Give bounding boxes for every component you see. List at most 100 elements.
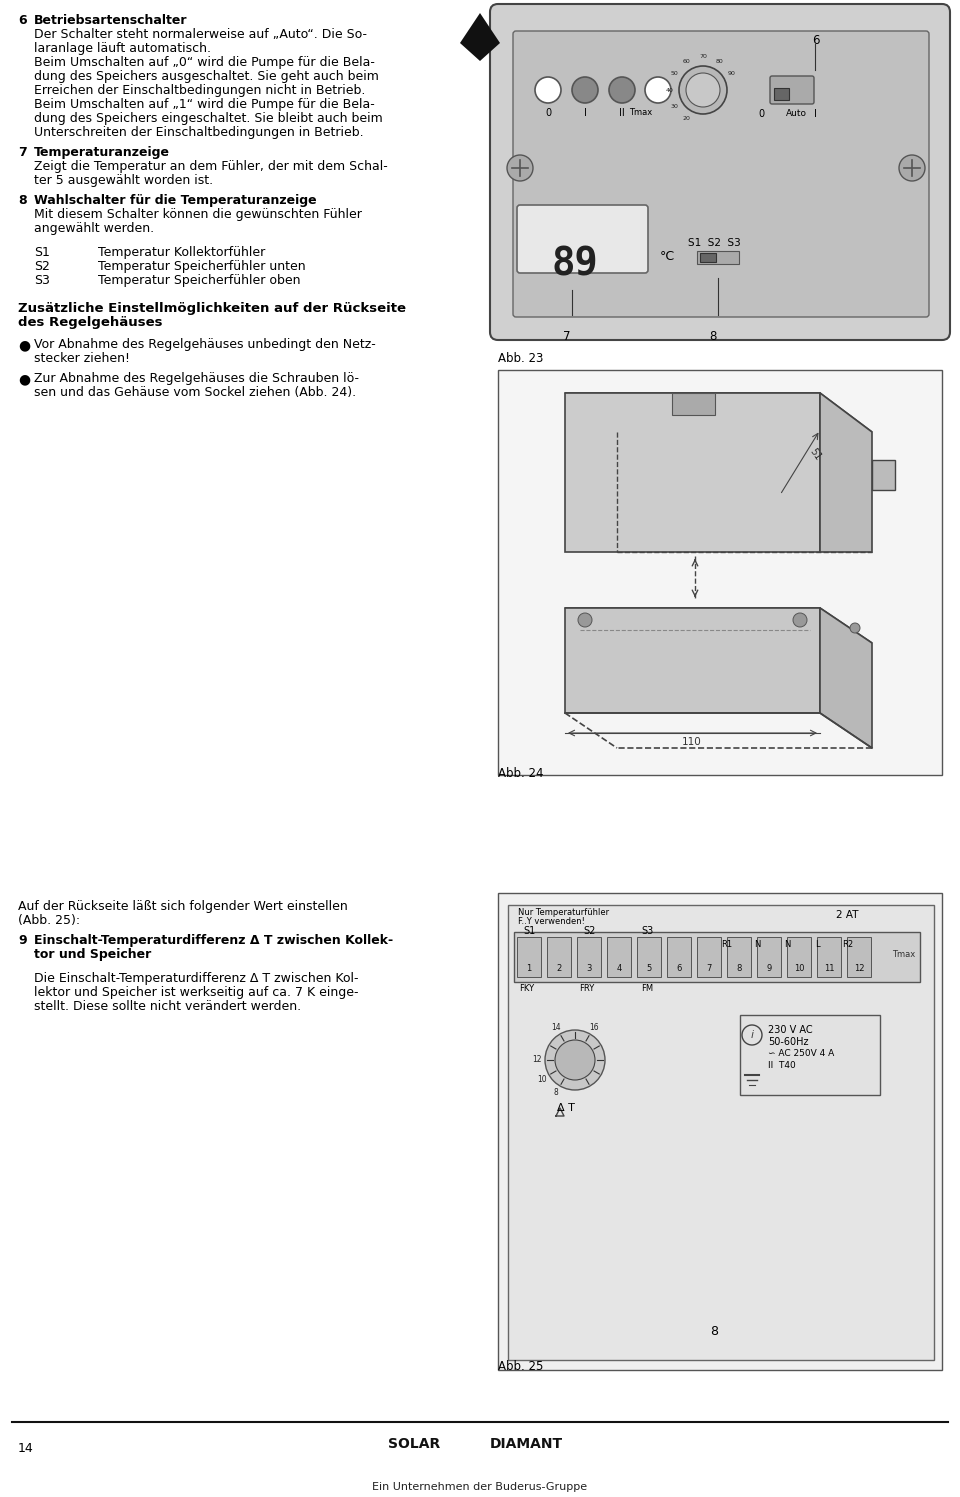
Text: FKY: FKY (519, 984, 535, 993)
Text: 2 AT: 2 AT (836, 910, 858, 921)
FancyBboxPatch shape (770, 76, 814, 103)
Text: Wahlschalter für die Temperaturanzeige: Wahlschalter für die Temperaturanzeige (34, 195, 317, 207)
Text: 70: 70 (699, 54, 707, 60)
FancyBboxPatch shape (517, 205, 648, 272)
Text: dung des Speichers eingeschaltet. Sie bleibt auch beim: dung des Speichers eingeschaltet. Sie bl… (34, 112, 383, 126)
Text: Temperatur Speicherfühler unten: Temperatur Speicherfühler unten (98, 260, 305, 272)
Text: 1: 1 (526, 964, 532, 973)
Text: F..Y verwenden!: F..Y verwenden! (518, 918, 585, 927)
Text: Tmax: Tmax (630, 108, 653, 117)
Text: 110: 110 (683, 737, 702, 747)
Text: Einschalt-Temperaturdifferenz Δ T zwischen Kollek-: Einschalt-Temperaturdifferenz Δ T zwisch… (34, 934, 394, 948)
Text: N: N (754, 940, 760, 949)
Text: 11: 11 (824, 964, 834, 973)
Text: tor und Speicher: tor und Speicher (34, 948, 152, 961)
Text: Beim Umschalten auf „0“ wird die Pumpe für die Bela-: Beim Umschalten auf „0“ wird die Pumpe f… (34, 55, 374, 69)
Text: L: L (815, 940, 819, 949)
Text: (Abb. 25):: (Abb. 25): (18, 915, 80, 927)
Text: 7: 7 (18, 147, 27, 159)
Circle shape (686, 73, 720, 106)
Bar (847, 937, 871, 978)
Circle shape (507, 156, 533, 181)
Text: 12: 12 (532, 1055, 541, 1064)
Text: Erreichen der Einschaltbedingungen nicht in Betrieb.: Erreichen der Einschaltbedingungen nicht… (34, 84, 366, 97)
Circle shape (572, 76, 598, 103)
Circle shape (899, 156, 925, 181)
Bar (700, 253, 716, 262)
Circle shape (679, 66, 727, 114)
Polygon shape (672, 394, 715, 415)
Text: sen und das Gehäuse vom Sockel ziehen (Abb. 24).: sen und das Gehäuse vom Sockel ziehen (A… (34, 386, 356, 400)
Text: i: i (751, 1030, 754, 1040)
Text: S1: S1 (524, 927, 536, 936)
Text: 7: 7 (563, 329, 570, 343)
Circle shape (555, 1040, 595, 1079)
Text: ∽ AC 250V 4 A: ∽ AC 250V 4 A (768, 1049, 834, 1058)
Text: 230 V AC: 230 V AC (768, 1025, 812, 1034)
Polygon shape (460, 13, 500, 61)
Text: 12: 12 (853, 964, 864, 973)
Text: S2: S2 (34, 260, 50, 272)
Text: 8: 8 (709, 329, 716, 343)
Text: 9: 9 (766, 964, 772, 973)
Text: Auto: Auto (786, 109, 807, 118)
Text: 50-60Hz: 50-60Hz (768, 1037, 808, 1046)
Text: 8: 8 (710, 1325, 718, 1338)
Text: stecker ziehen!: stecker ziehen! (34, 352, 130, 365)
Text: ●: ● (18, 371, 30, 386)
Bar (667, 937, 691, 978)
Text: Vor Abnahme des Regelgehäuses unbedingt den Netz-: Vor Abnahme des Regelgehäuses unbedingt … (34, 338, 375, 350)
Circle shape (545, 1030, 605, 1090)
Circle shape (793, 612, 807, 627)
Polygon shape (565, 394, 820, 552)
Text: Die Einschalt-Temperaturdifferenz Δ T zwischen Kol-: Die Einschalt-Temperaturdifferenz Δ T zw… (34, 972, 358, 985)
Text: 4: 4 (616, 964, 622, 973)
Text: Beim Umschalten auf „1“ wird die Pumpe für die Bela-: Beim Umschalten auf „1“ wird die Pumpe f… (34, 97, 374, 111)
Text: laranlage läuft automatisch.: laranlage läuft automatisch. (34, 42, 211, 55)
Bar (547, 937, 571, 978)
Text: Ein Unternehmen der Buderus-Gruppe: Ein Unternehmen der Buderus-Gruppe (372, 1482, 588, 1493)
Text: N: N (783, 940, 790, 949)
Bar (498, 370, 942, 775)
Circle shape (578, 612, 592, 627)
Text: Nur Temperaturfühler: Nur Temperaturfühler (518, 909, 610, 918)
Text: DIAMANT: DIAMANT (490, 1437, 564, 1451)
Bar (757, 937, 781, 978)
Text: 90: 90 (728, 70, 735, 76)
Circle shape (850, 623, 860, 633)
Text: Temperatur Speicherfühler oben: Temperatur Speicherfühler oben (98, 274, 300, 287)
Text: 10: 10 (538, 1075, 547, 1084)
Text: Abb. 23: Abb. 23 (498, 352, 543, 365)
FancyBboxPatch shape (490, 4, 950, 340)
Text: I: I (814, 109, 817, 118)
Text: 80: 80 (715, 58, 724, 64)
Bar (498, 894, 942, 1370)
Text: Betriebsartenschalter: Betriebsartenschalter (34, 13, 187, 27)
Bar (607, 937, 631, 978)
Bar (697, 937, 721, 978)
Text: 16: 16 (589, 1022, 599, 1031)
Bar (774, 88, 789, 100)
Text: 14: 14 (18, 1442, 34, 1455)
Bar (817, 937, 841, 978)
Circle shape (535, 76, 561, 103)
Text: I: I (584, 108, 587, 118)
Text: 0: 0 (545, 108, 551, 118)
Text: 51: 51 (808, 446, 824, 463)
Text: Zur Abnahme des Regelgehäuses die Schrauben lö-: Zur Abnahme des Regelgehäuses die Schrau… (34, 371, 359, 385)
Text: ter 5 ausgewählt worden ist.: ter 5 ausgewählt worden ist. (34, 174, 213, 187)
Text: S1  S2  S3: S1 S2 S3 (688, 238, 741, 249)
Text: II: II (619, 108, 625, 118)
Text: 14: 14 (551, 1022, 561, 1031)
Bar (740, 1015, 880, 1094)
Text: 8: 8 (554, 1088, 559, 1097)
Text: des Regelgehäuses: des Regelgehäuses (18, 316, 162, 329)
Text: S2: S2 (584, 927, 596, 936)
Text: 6: 6 (812, 34, 820, 46)
Text: Abb. 24: Abb. 24 (498, 766, 543, 780)
Text: stellt. Diese sollte nicht verändert werden.: stellt. Diese sollte nicht verändert wer… (34, 1000, 301, 1013)
Bar (577, 937, 601, 978)
Polygon shape (872, 460, 895, 490)
Text: R2: R2 (843, 940, 853, 949)
Circle shape (645, 76, 671, 103)
